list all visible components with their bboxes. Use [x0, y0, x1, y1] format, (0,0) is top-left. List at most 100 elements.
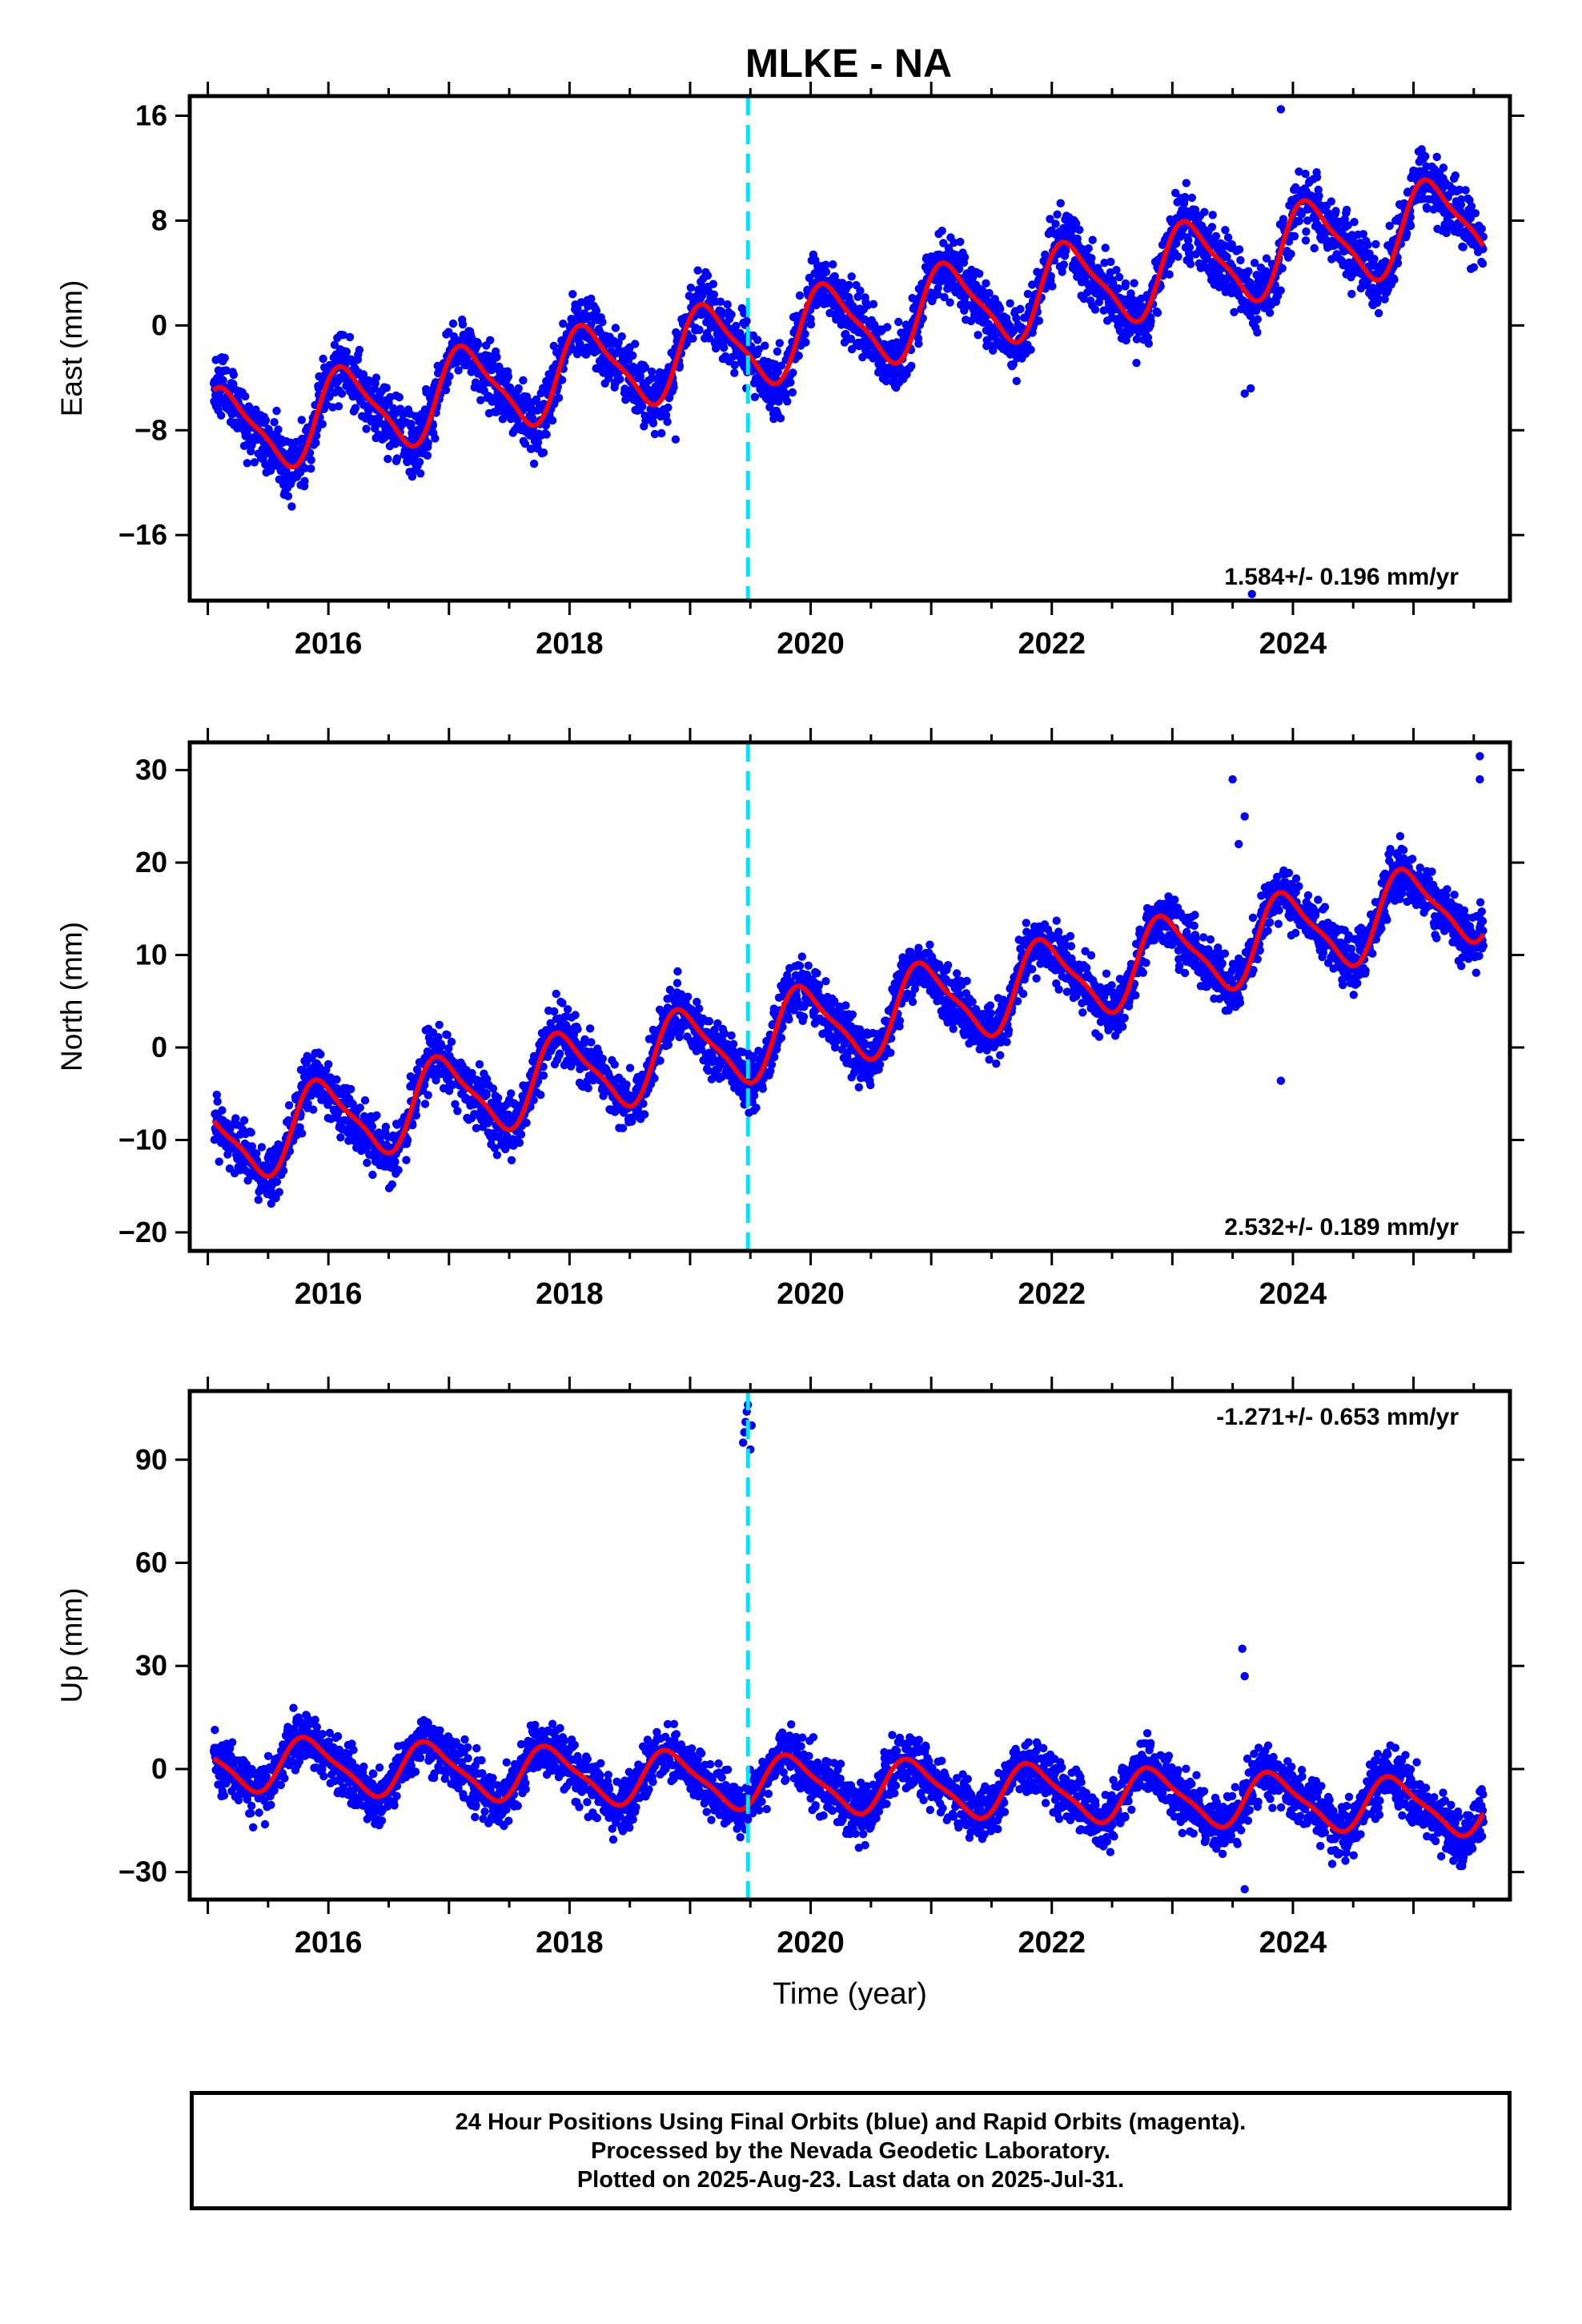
- data-point: [638, 402, 647, 411]
- data-point: [631, 340, 640, 348]
- data-point: [783, 397, 792, 406]
- data-point: [598, 318, 607, 327]
- data-point: [709, 279, 718, 288]
- data-point: [1211, 231, 1221, 241]
- data-point: [568, 290, 577, 299]
- data-point: [1084, 244, 1093, 253]
- data-point: [507, 1156, 516, 1165]
- data-point: [610, 1060, 619, 1069]
- data-point: [1182, 179, 1191, 187]
- data-point: [420, 1100, 430, 1108]
- data-point: [684, 992, 693, 1001]
- data-point: [1374, 308, 1383, 318]
- data-point: [1059, 260, 1069, 269]
- data-point: [1009, 360, 1018, 369]
- data-point: [1380, 295, 1389, 304]
- data-point: [794, 352, 803, 360]
- data-point: [1295, 216, 1304, 226]
- data-point: [407, 420, 416, 428]
- data-point: [1109, 279, 1118, 287]
- data-point: [448, 319, 458, 328]
- data-point: [287, 502, 296, 511]
- data-point: [576, 298, 586, 307]
- data-point: [243, 1176, 252, 1185]
- data-point: [257, 1143, 267, 1152]
- data-point: [493, 1093, 503, 1103]
- y-tick-label: 8: [151, 203, 167, 236]
- data-point: [247, 1142, 257, 1151]
- data-point: [938, 227, 946, 235]
- data-point: [1187, 193, 1197, 203]
- data-point: [259, 452, 268, 460]
- data-point: [368, 1170, 377, 1180]
- data-point: [514, 384, 523, 393]
- data-point: [966, 316, 976, 326]
- data-point: [616, 375, 624, 384]
- data-point: [309, 1105, 318, 1114]
- data-point: [742, 316, 751, 326]
- plot-frame-east: [187, 94, 1512, 603]
- data-point: [673, 979, 682, 987]
- figure-title: MLKE - NA: [745, 41, 952, 86]
- data-point: [934, 283, 942, 292]
- data-point: [685, 292, 693, 300]
- outlier-point: [1247, 589, 1256, 598]
- outlier-point: [1247, 384, 1255, 393]
- data-point: [1094, 298, 1104, 307]
- data-point: [474, 340, 483, 348]
- data-point: [319, 354, 327, 364]
- data-point: [299, 1066, 307, 1075]
- data-point: [1114, 284, 1123, 293]
- data-point: [267, 1199, 276, 1208]
- data-point: [883, 323, 892, 332]
- data-point: [785, 1015, 793, 1024]
- data-point: [777, 1033, 786, 1043]
- data-point: [347, 1084, 355, 1094]
- data-point: [394, 1165, 403, 1175]
- data-point: [381, 1122, 391, 1132]
- data-point: [918, 314, 927, 323]
- data-point: [625, 1063, 635, 1072]
- data-point: [1451, 171, 1460, 180]
- data-point: [730, 368, 739, 377]
- data-point: [476, 396, 485, 404]
- data-point: [336, 1133, 345, 1142]
- data-point: [1469, 263, 1479, 271]
- data-point: [1200, 207, 1209, 216]
- data-point: [705, 1017, 714, 1026]
- x-tick-label: 2022: [1018, 627, 1086, 661]
- data-point: [1347, 289, 1356, 299]
- data-point: [516, 1130, 526, 1139]
- data-point: [775, 339, 784, 348]
- data-point: [453, 1107, 462, 1116]
- data-point: [441, 385, 451, 395]
- data-point: [559, 320, 568, 328]
- data-point: [845, 280, 853, 290]
- data-point: [1467, 202, 1476, 211]
- data-point: [443, 1031, 452, 1039]
- data-point: [332, 1075, 341, 1084]
- data-point: [956, 237, 965, 247]
- data-point: [395, 392, 404, 402]
- data-point: [1478, 259, 1488, 268]
- data-point: [515, 1138, 524, 1148]
- data-point: [1455, 185, 1464, 195]
- data-point: [1287, 249, 1295, 259]
- data-point: [307, 456, 315, 464]
- data-point: [217, 411, 226, 420]
- data-point: [219, 376, 227, 385]
- data-point: [1088, 235, 1097, 244]
- data-point: [243, 459, 251, 468]
- data-point: [330, 340, 339, 349]
- data-point: [504, 372, 513, 381]
- data-point: [1302, 227, 1311, 236]
- data-point: [598, 1054, 607, 1063]
- data-point: [1186, 259, 1195, 268]
- data-point: [640, 1110, 649, 1119]
- data-point: [1075, 225, 1084, 235]
- data-point: [270, 418, 279, 427]
- data-point: [1262, 254, 1271, 263]
- data-point: [367, 1122, 377, 1132]
- data-point: [628, 351, 637, 360]
